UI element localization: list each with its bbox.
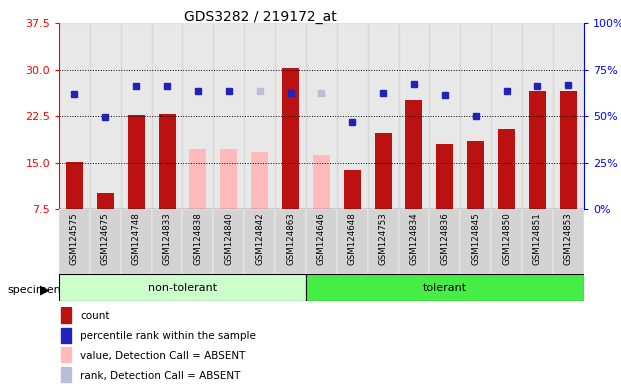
Bar bbox=[59, 23, 90, 209]
Text: GSM124842: GSM124842 bbox=[255, 213, 264, 265]
Bar bbox=[244, 209, 275, 275]
Text: GSM124836: GSM124836 bbox=[440, 213, 450, 265]
Text: tolerant: tolerant bbox=[423, 283, 467, 293]
Bar bbox=[337, 23, 368, 209]
Bar bbox=[128, 115, 145, 209]
Bar bbox=[460, 209, 491, 275]
Text: GSM124753: GSM124753 bbox=[379, 213, 388, 265]
Bar bbox=[183, 23, 214, 209]
Bar bbox=[61, 347, 71, 362]
Text: GSM124648: GSM124648 bbox=[348, 213, 356, 265]
Bar bbox=[275, 23, 306, 209]
Bar bbox=[498, 129, 515, 209]
Bar bbox=[275, 209, 306, 275]
Bar bbox=[337, 209, 368, 275]
Bar bbox=[306, 209, 337, 275]
Bar bbox=[97, 192, 114, 209]
Bar bbox=[491, 23, 522, 209]
Text: GSM124675: GSM124675 bbox=[101, 213, 110, 265]
Text: value, Detection Call = ABSENT: value, Detection Call = ABSENT bbox=[81, 351, 246, 361]
Bar bbox=[491, 209, 522, 275]
Bar bbox=[522, 209, 553, 275]
Text: ▶: ▶ bbox=[40, 283, 50, 296]
Bar bbox=[220, 149, 237, 209]
Bar bbox=[460, 23, 491, 209]
Bar bbox=[553, 23, 584, 209]
Text: GSM124575: GSM124575 bbox=[70, 213, 79, 265]
Bar bbox=[189, 149, 206, 209]
Bar bbox=[282, 68, 299, 209]
Bar bbox=[61, 328, 71, 343]
Bar bbox=[61, 367, 71, 382]
Bar bbox=[66, 162, 83, 209]
Bar bbox=[158, 114, 176, 209]
Bar bbox=[368, 209, 399, 275]
Bar bbox=[244, 23, 275, 209]
Text: GSM124838: GSM124838 bbox=[193, 213, 202, 265]
Bar bbox=[214, 23, 244, 209]
Text: GSM124845: GSM124845 bbox=[471, 213, 480, 265]
Bar bbox=[59, 209, 90, 275]
Bar bbox=[120, 209, 152, 275]
Bar bbox=[529, 91, 546, 209]
Text: count: count bbox=[81, 311, 110, 321]
Bar bbox=[152, 23, 183, 209]
Bar bbox=[120, 23, 152, 209]
Bar bbox=[344, 170, 361, 209]
Text: non-tolerant: non-tolerant bbox=[148, 283, 217, 293]
Text: percentile rank within the sample: percentile rank within the sample bbox=[81, 331, 256, 341]
Bar bbox=[306, 274, 584, 301]
Bar bbox=[467, 141, 484, 209]
Bar bbox=[429, 209, 460, 275]
Bar bbox=[214, 209, 244, 275]
Text: GSM124834: GSM124834 bbox=[409, 213, 419, 265]
Text: rank, Detection Call = ABSENT: rank, Detection Call = ABSENT bbox=[81, 371, 241, 381]
Bar bbox=[522, 23, 553, 209]
Text: GSM124840: GSM124840 bbox=[224, 213, 233, 265]
Bar bbox=[553, 209, 584, 275]
Bar bbox=[152, 209, 183, 275]
Text: GSM124748: GSM124748 bbox=[132, 213, 141, 265]
Text: GSM124646: GSM124646 bbox=[317, 213, 326, 265]
Text: GSM124851: GSM124851 bbox=[533, 213, 542, 265]
Bar bbox=[59, 274, 306, 301]
Text: GSM124833: GSM124833 bbox=[163, 213, 171, 265]
Text: GSM124850: GSM124850 bbox=[502, 213, 511, 265]
Bar bbox=[90, 209, 120, 275]
Bar bbox=[183, 209, 214, 275]
Bar bbox=[61, 307, 71, 323]
Bar bbox=[374, 133, 392, 209]
Bar bbox=[313, 155, 330, 209]
Bar bbox=[368, 23, 399, 209]
Bar bbox=[306, 23, 337, 209]
Bar bbox=[251, 152, 268, 209]
Bar bbox=[406, 100, 422, 209]
Bar bbox=[399, 209, 429, 275]
Bar bbox=[437, 144, 453, 209]
Bar bbox=[560, 91, 577, 209]
Bar bbox=[90, 23, 120, 209]
Bar bbox=[399, 23, 429, 209]
Text: GDS3282 / 219172_at: GDS3282 / 219172_at bbox=[184, 10, 337, 23]
Bar bbox=[429, 23, 460, 209]
Text: specimen: specimen bbox=[7, 285, 61, 295]
Text: GSM124863: GSM124863 bbox=[286, 213, 295, 265]
Text: GSM124853: GSM124853 bbox=[564, 213, 573, 265]
